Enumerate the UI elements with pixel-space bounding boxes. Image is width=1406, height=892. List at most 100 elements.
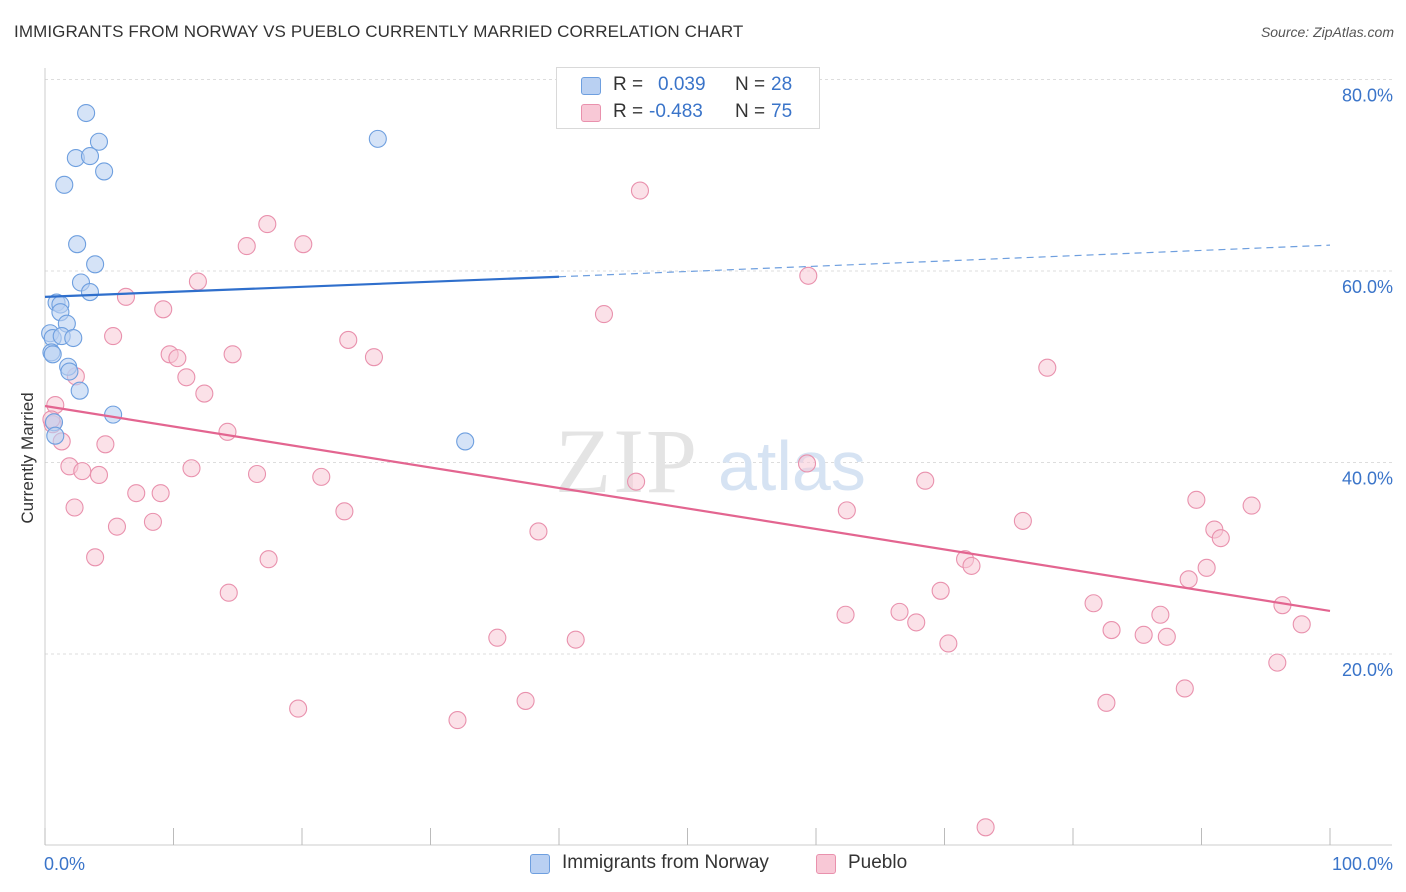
norway-point bbox=[80, 147, 100, 166]
legend-label-norway: Immigrants from Norway bbox=[562, 852, 769, 873]
pueblo-point bbox=[1013, 511, 1032, 530]
pueblo-point bbox=[931, 581, 950, 600]
trend-lines bbox=[44, 244, 1331, 612]
pueblo-point bbox=[1175, 679, 1194, 698]
pueblo-point bbox=[1102, 621, 1121, 640]
pueblo-point bbox=[195, 384, 214, 403]
y-axis-label: Currently Married bbox=[18, 392, 37, 523]
norway-point bbox=[43, 345, 62, 364]
pueblo-point bbox=[916, 471, 935, 490]
pueblo-point bbox=[939, 634, 958, 653]
pueblo-point bbox=[289, 699, 308, 718]
pueblo-swatch bbox=[816, 854, 836, 874]
pueblo-point bbox=[797, 454, 817, 473]
pueblo-point bbox=[1197, 558, 1216, 577]
pueblo-point bbox=[1242, 496, 1261, 515]
norway-point bbox=[89, 132, 109, 151]
n-label: N = bbox=[735, 74, 766, 95]
pueblo-point bbox=[1084, 594, 1103, 613]
pueblo-point bbox=[335, 502, 354, 521]
watermark: ZIP atlas bbox=[555, 410, 866, 512]
pueblo-point bbox=[339, 330, 358, 349]
pueblo-point bbox=[154, 300, 173, 319]
chart-title: IMMIGRANTS FROM NORWAY VS PUEBLO CURRENT… bbox=[14, 22, 744, 41]
pueblo-point bbox=[96, 435, 115, 454]
pueblo-point bbox=[627, 472, 646, 491]
pueblo-point bbox=[1292, 615, 1311, 634]
y-tick-label: 80.0% bbox=[1342, 86, 1393, 106]
legend-label-pueblo: Pueblo bbox=[848, 852, 908, 873]
pueblo-point bbox=[488, 628, 507, 647]
pueblo-point bbox=[448, 711, 467, 730]
r-value: 0.039 bbox=[658, 74, 706, 95]
pueblo-point bbox=[237, 237, 256, 256]
norway-point bbox=[86, 255, 105, 274]
pueblo-point bbox=[1134, 625, 1153, 644]
pueblo-point bbox=[907, 613, 926, 632]
pueblo-point bbox=[259, 550, 278, 569]
norway-point bbox=[95, 162, 114, 181]
pueblo-point bbox=[107, 517, 127, 536]
pueblo-point bbox=[836, 605, 855, 624]
norway-swatch bbox=[530, 854, 550, 874]
r-label: R = bbox=[613, 101, 644, 122]
pueblo-point bbox=[258, 215, 277, 234]
pueblo-point bbox=[364, 348, 384, 367]
pueblo-points bbox=[42, 181, 1311, 837]
norway-points bbox=[41, 103, 475, 451]
n-label: N = bbox=[735, 101, 766, 122]
grid-lines bbox=[45, 79, 1392, 655]
correlation-legend: R = 0.039 N = 28 R = -0.483 N = 75 bbox=[556, 67, 820, 129]
norway-trend-extension bbox=[558, 244, 1331, 278]
pueblo-point bbox=[168, 349, 187, 368]
norway-point bbox=[80, 283, 100, 302]
norway-point bbox=[55, 175, 74, 194]
y-tick-label: 40.0% bbox=[1342, 469, 1393, 489]
axes bbox=[44, 68, 1392, 846]
pueblo-point bbox=[182, 459, 201, 478]
pueblo-point bbox=[1097, 693, 1116, 712]
norway-point bbox=[368, 129, 387, 148]
x-tick-label: 0.0% bbox=[44, 854, 85, 874]
pueblo-point bbox=[837, 501, 856, 520]
watermark-atlas: atlas bbox=[718, 427, 866, 505]
x-tick-label: 100.0% bbox=[1332, 854, 1393, 874]
pueblo-point bbox=[1157, 627, 1176, 646]
pueblo-point bbox=[312, 467, 331, 486]
pueblo-point bbox=[116, 287, 136, 306]
pueblo-point bbox=[73, 462, 92, 481]
pueblo-point bbox=[962, 556, 981, 575]
pueblo-point bbox=[218, 422, 237, 441]
norway-swatch bbox=[581, 77, 601, 95]
norway-point bbox=[68, 235, 87, 254]
pueblo-point bbox=[294, 235, 313, 254]
pueblo-point bbox=[594, 305, 614, 324]
pueblo-point bbox=[566, 630, 585, 649]
norway-point bbox=[104, 405, 123, 424]
pueblo-point bbox=[1187, 490, 1206, 509]
pueblo-point bbox=[151, 484, 170, 503]
norway-point bbox=[456, 432, 475, 451]
pueblo-trend-line bbox=[44, 404, 1331, 612]
pueblo-point bbox=[1151, 605, 1170, 624]
pueblo-point bbox=[65, 498, 84, 517]
pueblo-point bbox=[127, 484, 146, 503]
pueblo-point bbox=[223, 345, 242, 364]
pueblo-point bbox=[1179, 570, 1198, 589]
n-value: 75 bbox=[771, 101, 793, 122]
watermark-zip: ZIP bbox=[555, 410, 699, 512]
r-value: -0.483 bbox=[649, 101, 703, 122]
pueblo-point bbox=[630, 181, 650, 200]
source-label: Source: ZipAtlas.com bbox=[1260, 24, 1394, 40]
norway-point bbox=[70, 381, 89, 400]
y-tick-label: 60.0% bbox=[1342, 277, 1393, 297]
pueblo-point bbox=[86, 548, 105, 567]
pueblo-point bbox=[104, 327, 123, 346]
norway-point bbox=[64, 328, 83, 348]
pueblo-point bbox=[219, 583, 238, 602]
pueblo-point bbox=[890, 602, 909, 621]
pueblo-point bbox=[143, 512, 162, 531]
pueblo-point bbox=[799, 266, 818, 285]
pueblo-point bbox=[89, 465, 109, 484]
